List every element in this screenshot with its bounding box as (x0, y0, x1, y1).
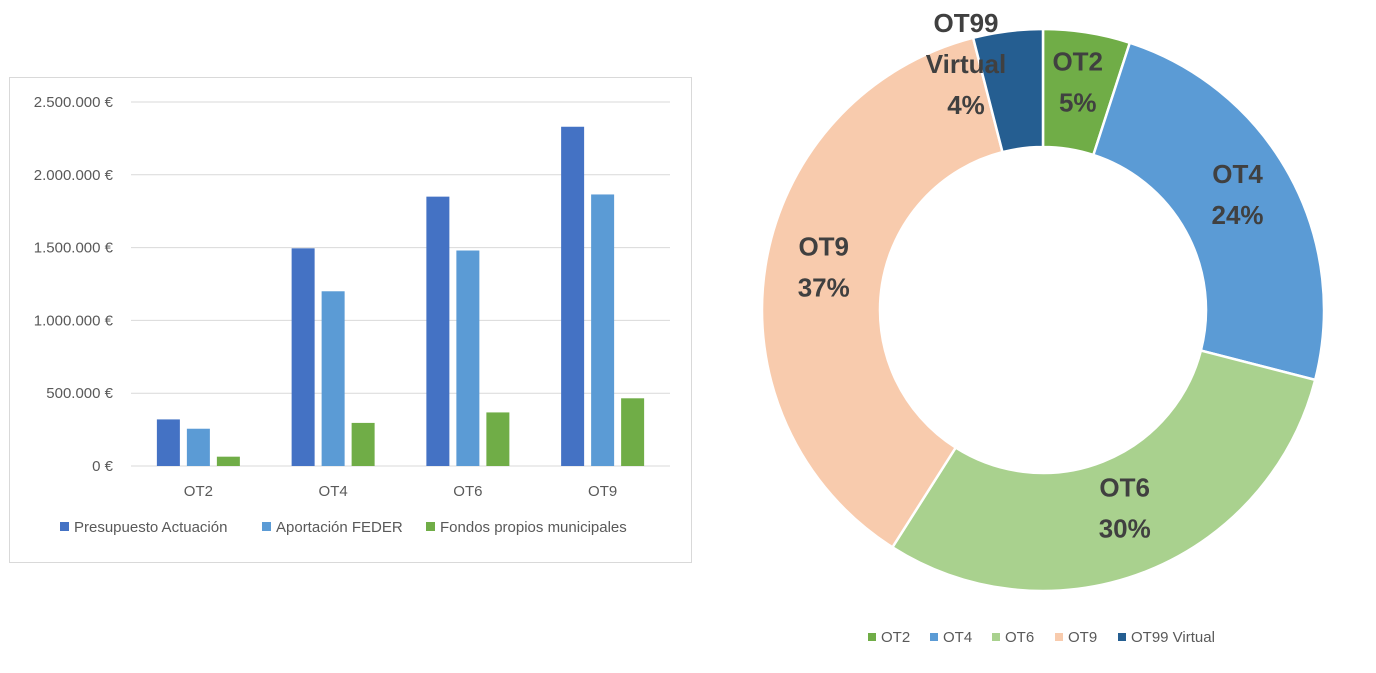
slice-percent: 5% (1059, 88, 1097, 118)
legend-label: OT6 (1005, 629, 1034, 646)
bar-chart: 0 € 500.000 € 1.000.000 € 1.500.000 € 2.000.… (34, 94, 670, 536)
slice-label: OT4 24% (1212, 159, 1264, 230)
donut-slice-ot99-virtual (971, 27, 1045, 154)
bar-ot2-series-3 (216, 456, 240, 466)
legend-label: OT4 (943, 629, 972, 646)
bar-ot9-series-2 (591, 194, 615, 466)
donut-chart: OT2 5%OT4 24%OT6 30%OT9 37%OT99 Virtual 4%OT2 O… (760, 8, 1326, 646)
slice-name: OT6 (1099, 472, 1150, 502)
legend-swatch (930, 633, 938, 641)
bar-ot9-series-1 (561, 126, 585, 466)
legend-swatch (1118, 633, 1126, 641)
legend-label: Fondos propios municipales (440, 519, 627, 536)
legend-label: OT2 (881, 629, 910, 646)
bar-ot4-series-1 (291, 248, 315, 466)
x-tick-label: OT6 (453, 483, 482, 500)
donut-chart-panel: OT2 5% OT4 24% OT6 30% OT9 37% OT99 Virtual 4% OT2 O… (700, 0, 1376, 668)
legend-label: OT99 Virtual (1131, 629, 1215, 646)
legend-swatch (868, 633, 876, 641)
bar-ot4-series-2 (321, 291, 345, 466)
bar-ot2-series-1 (156, 419, 180, 466)
slice-name: OT4 (1212, 159, 1263, 189)
y-tick-label: 500.000 € (46, 385, 113, 402)
legend-label: Aportación FEDER (276, 519, 403, 536)
legend-swatch (992, 633, 1000, 641)
slice-label: OT2 5% (1052, 47, 1103, 118)
slice-name: Virtual (926, 49, 1006, 79)
legend-swatch (262, 522, 271, 531)
legend-swatch (60, 522, 69, 531)
x-tick-label: OT2 (184, 483, 213, 500)
legend-label: OT9 (1068, 629, 1097, 646)
slice-percent: 30% (1099, 513, 1151, 543)
slice-percent: 24% (1212, 200, 1264, 230)
x-tick-label: OT4 (319, 483, 348, 500)
y-tick-label: 2.500.000 € (34, 94, 114, 111)
legend-swatch (1055, 633, 1063, 641)
slice-name: OT9 (798, 231, 849, 261)
donut-slice-ot9 (760, 36, 1004, 549)
legend-swatch (426, 522, 435, 531)
donut-slice-ot4 (1091, 41, 1326, 382)
x-tick-label: OT9 (588, 483, 617, 500)
donut-slice-ot6 (890, 349, 1317, 593)
bar-ot4-series-3 (351, 422, 375, 466)
bar-chart-panel: 0 € 500.000 € 1.000.000 € 1.500.000 € 2.000.… (9, 77, 692, 563)
legend-label: Presupuesto Actuación (74, 519, 227, 536)
bar-ot2-series-2 (186, 428, 210, 466)
slice-percent: 37% (798, 272, 850, 302)
slice-label: OT9 37% (798, 231, 850, 302)
y-tick-label: 1.000.000 € (34, 312, 114, 329)
slice-name: OT99 (933, 8, 998, 38)
bar-ot6-series-3 (486, 412, 510, 466)
y-tick-label: 1.500.000 € (34, 240, 114, 257)
slice-percent: 4% (947, 90, 985, 120)
slice-label: OT6 30% (1099, 472, 1151, 543)
y-tick-label: 2.000.000 € (34, 167, 114, 184)
bar-ot6-series-2 (456, 250, 480, 466)
bar-ot9-series-3 (621, 398, 645, 466)
bar-ot6-series-1 (426, 196, 450, 466)
y-tick-label: 0 € (92, 458, 114, 475)
slice-label: OT99 Virtual 4% (926, 8, 1006, 120)
slice-name: OT2 (1052, 47, 1103, 77)
